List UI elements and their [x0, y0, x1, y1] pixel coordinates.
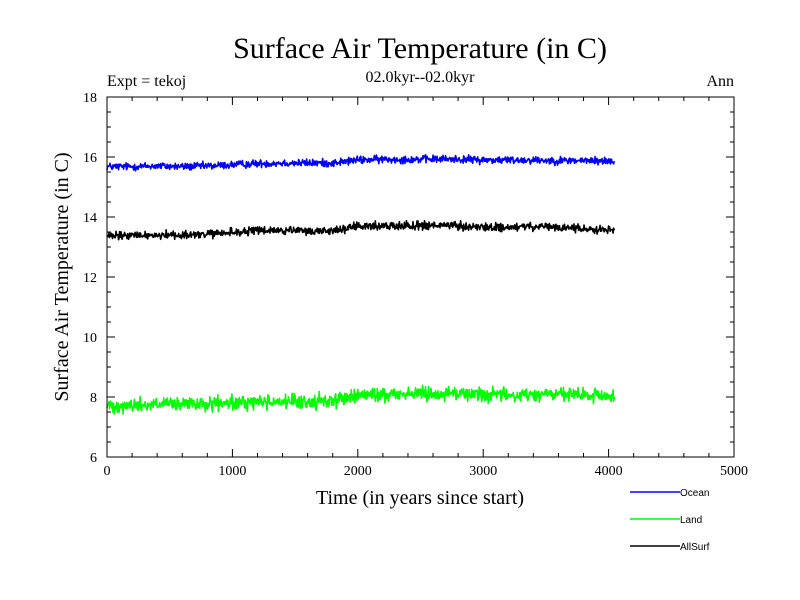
y-tick-label: 14 — [83, 211, 97, 226]
y-tick-label: 18 — [83, 91, 97, 106]
y-tick-label: 8 — [90, 391, 97, 406]
plot-frame — [106, 96, 735, 458]
ticks-layer: 0 1000 2000 3000 4000 5000 6 8 10 12 14 16 18 — [83, 91, 748, 479]
chart-title: Surface Air Temperature (in C) — [233, 32, 607, 65]
season-label: Ann — [706, 73, 734, 90]
legend: Ocean Land AllSurf — [630, 488, 710, 553]
y-tick-label: 16 — [83, 151, 97, 166]
y-tick-label: 10 — [83, 331, 97, 346]
x-tick-label: 3000 — [469, 464, 497, 479]
x-tick-label: 4000 — [595, 464, 623, 479]
series-line-land — [106, 384, 616, 415]
legend-label-allsurf: AllSurf — [680, 542, 710, 553]
y-tick-label: 12 — [83, 271, 97, 286]
x-tick-label: 1000 — [218, 464, 246, 479]
y-tick-label: 6 — [90, 451, 97, 466]
legend-label-ocean: Ocean — [680, 488, 709, 499]
x-tick-label: 0 — [104, 464, 111, 479]
x-axis-label: Time (in years since start) — [316, 487, 524, 509]
x-tick-label: 2000 — [344, 464, 372, 479]
chart-subtitle: 02.0kyr--02.0kyr — [366, 69, 476, 86]
experiment-label: Expt = tekoj — [107, 73, 186, 90]
x-tick-label: 5000 — [720, 464, 748, 479]
y-axis-label: Surface Air Temperature (in C) — [51, 152, 73, 401]
series-line-allsurf — [106, 219, 616, 241]
legend-label-land: Land — [680, 515, 702, 526]
series-layer — [106, 153, 616, 415]
series-line-ocean — [106, 153, 616, 172]
